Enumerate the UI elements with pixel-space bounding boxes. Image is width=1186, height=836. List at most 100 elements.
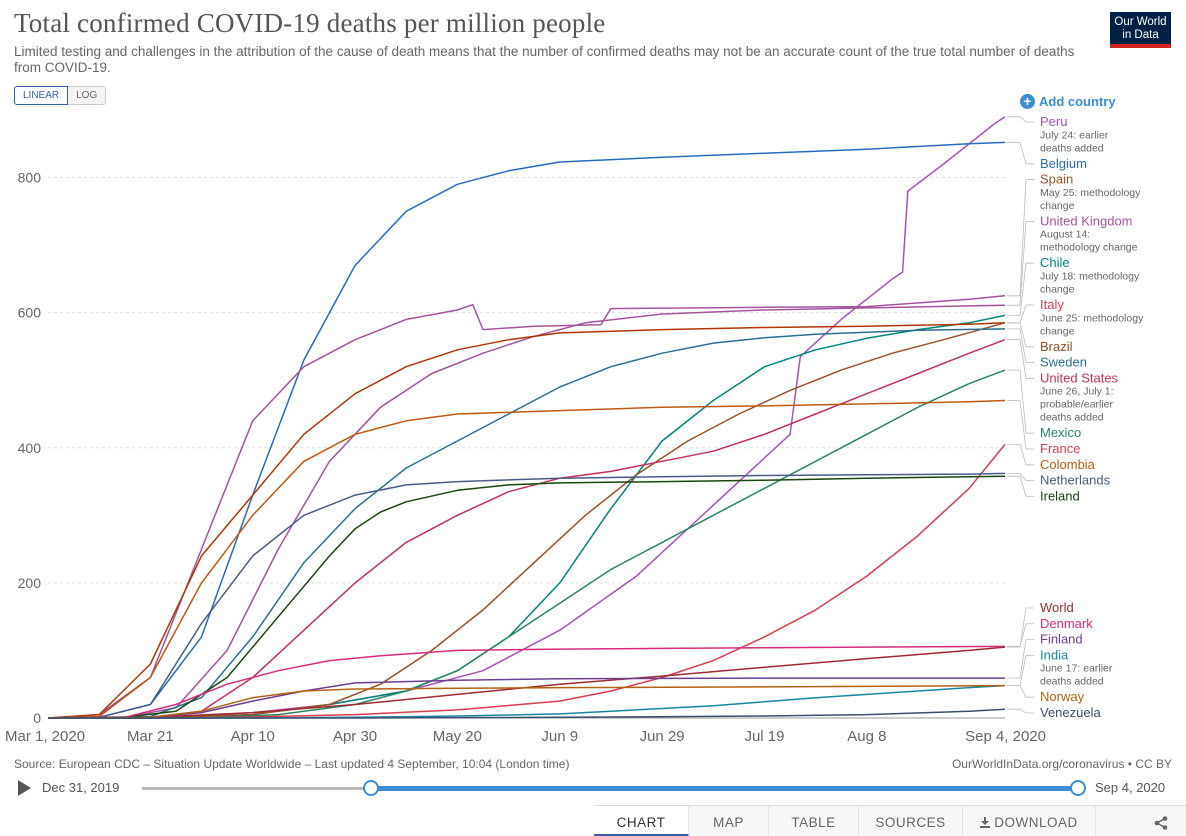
legend-connector (1007, 685, 1034, 698)
series-line-denmark (47, 645, 1006, 719)
legend-note-line: change (1040, 200, 1075, 212)
legend-label-united-kingdom: United Kingdom (1040, 213, 1133, 228)
x-tick-label: Jul 19 (744, 728, 784, 745)
legend-connector (1007, 322, 1034, 348)
legend-label-mexico: Mexico (1040, 425, 1081, 440)
legend-connector (1007, 623, 1034, 647)
y-tick-label: 200 (18, 575, 42, 591)
legend-note-line: August 14: (1040, 229, 1090, 241)
series-line-world (47, 646, 1006, 719)
tab-table[interactable]: TABLE (769, 806, 859, 836)
series-line-venezuela (48, 708, 1006, 719)
source-note[interactable]: Source: European CDC – Situation Update … (14, 757, 570, 771)
legend-label-italy: Italy (1040, 297, 1064, 312)
series-line-norway (47, 684, 1006, 719)
legend-connector (1007, 116, 1034, 123)
legend-label-france: France (1040, 441, 1080, 456)
legend-connector (1007, 655, 1034, 686)
x-tick-label: Aug 8 (847, 728, 886, 745)
series-line-netherlands (47, 472, 1006, 719)
plus-circle-icon: + (1020, 94, 1035, 109)
legend-label-norway: Norway (1040, 689, 1085, 704)
legend-note-line: change (1040, 325, 1075, 337)
legend-label-denmark: Denmark (1040, 616, 1093, 631)
legend-note-line: June 17: earlier (1040, 663, 1113, 675)
series-line-france (47, 399, 1006, 719)
legend-connector (1007, 220, 1034, 306)
y-tick-label: 800 (18, 170, 42, 186)
legend-label-brazil: Brazil (1040, 339, 1073, 354)
legend-label-spain: Spain (1040, 172, 1073, 187)
chart-title: Total confirmed COVID-19 deaths per mill… (14, 8, 606, 38)
logo-line-1: Our World (1114, 16, 1167, 28)
series-line-peru (48, 116, 1006, 719)
legend-connector (1007, 472, 1034, 482)
legend-note-line: June 26, July 1: (1040, 386, 1114, 398)
download-icon (980, 817, 991, 828)
legend-label-india: India (1040, 647, 1069, 662)
chart-subtitle: Limited testing and challenges in the at… (14, 44, 1075, 75)
legend-connector (1007, 639, 1034, 679)
legend-label-finland: Finland (1040, 632, 1083, 647)
linear-scale-button[interactable]: LINEAR (14, 86, 69, 105)
series-line-chile (48, 314, 1006, 719)
legend-connector (1007, 475, 1034, 497)
y-tick-label: 600 (18, 305, 42, 321)
series-line-ireland (47, 475, 1006, 719)
legend-connector (1007, 141, 1034, 165)
legend-connector (1007, 443, 1034, 466)
legend-note-line: methodology change (1040, 242, 1138, 254)
play-icon[interactable] (18, 780, 31, 796)
timeline-selected-range[interactable] (371, 786, 1078, 791)
legend-connector (1007, 369, 1034, 434)
series-line-belgium (47, 141, 1006, 719)
legend-connector (1007, 262, 1034, 316)
legend-label-united-states: United States (1040, 370, 1119, 385)
legend-label-world: World (1040, 600, 1074, 615)
legend-connector (1007, 607, 1034, 648)
legend-label-ireland: Ireland (1040, 488, 1080, 503)
timeline-start-handle[interactable] (363, 780, 380, 796)
legend-label-peru: Peru (1040, 114, 1067, 129)
add-country-button[interactable]: + Add country (1020, 94, 1116, 109)
x-tick-label: May 20 (433, 728, 482, 745)
timeline-end-label: Sep 4, 2020 (1095, 780, 1166, 795)
legend-connector (1007, 400, 1034, 450)
line-chart: 0 200 400 600 800 Mar 1, 2020 Mar 21 Apr 10 Apr … (5, 114, 1144, 745)
tab-map[interactable]: MAP (689, 806, 769, 836)
legend-connector (1007, 179, 1034, 297)
credit-link[interactable]: OurWorldInData.org/coronavirus • CC BY (951, 757, 1172, 771)
legend-label-netherlands: Netherlands (1040, 473, 1111, 488)
add-country-label: Add country (1039, 94, 1116, 109)
tab-sources[interactable]: SOURCES (859, 806, 963, 836)
owid-logo[interactable]: Our World in Data (1110, 12, 1171, 48)
series-line-spain (47, 295, 1006, 719)
series-line-united-states (47, 338, 1006, 719)
legend-note-line: July 18: methodology (1040, 271, 1140, 283)
timeline-start-label: Dec 31, 2019 (42, 780, 120, 795)
y-tick-label: 0 (33, 710, 41, 726)
x-tick-label: Mar 21 (127, 728, 174, 745)
legend-label-belgium: Belgium (1040, 156, 1087, 171)
share-icon[interactable] (1154, 816, 1168, 830)
y-tick-label: 400 (18, 440, 42, 456)
series-line-colombia (48, 443, 1006, 719)
x-tick-label: Jun 9 (541, 728, 578, 745)
tab-download[interactable]: DOWNLOAD (963, 806, 1096, 836)
legend-note-line: May 25: methodology (1040, 187, 1141, 199)
tab-chart[interactable]: CHART (594, 806, 689, 836)
tab-download-label: DOWNLOAD (994, 815, 1078, 830)
series-line-sweden (47, 328, 1006, 719)
legend-note-line: change (1040, 284, 1075, 296)
series-line-mexico (48, 369, 1006, 719)
timeline-end-handle[interactable] (1070, 780, 1086, 796)
legend-note-line: deaths added (1040, 142, 1104, 154)
log-scale-button[interactable]: LOG (68, 86, 107, 105)
legend-connector (1007, 328, 1034, 364)
legend-label-sweden: Sweden (1040, 355, 1087, 370)
x-tick-label: Sep 4, 2020 (965, 728, 1046, 745)
legend-note-line: probable/earlier (1040, 399, 1113, 411)
legend-label-chile: Chile (1040, 255, 1070, 270)
legend-note-line: deaths added (1040, 676, 1104, 688)
series-line-italy (47, 322, 1006, 719)
